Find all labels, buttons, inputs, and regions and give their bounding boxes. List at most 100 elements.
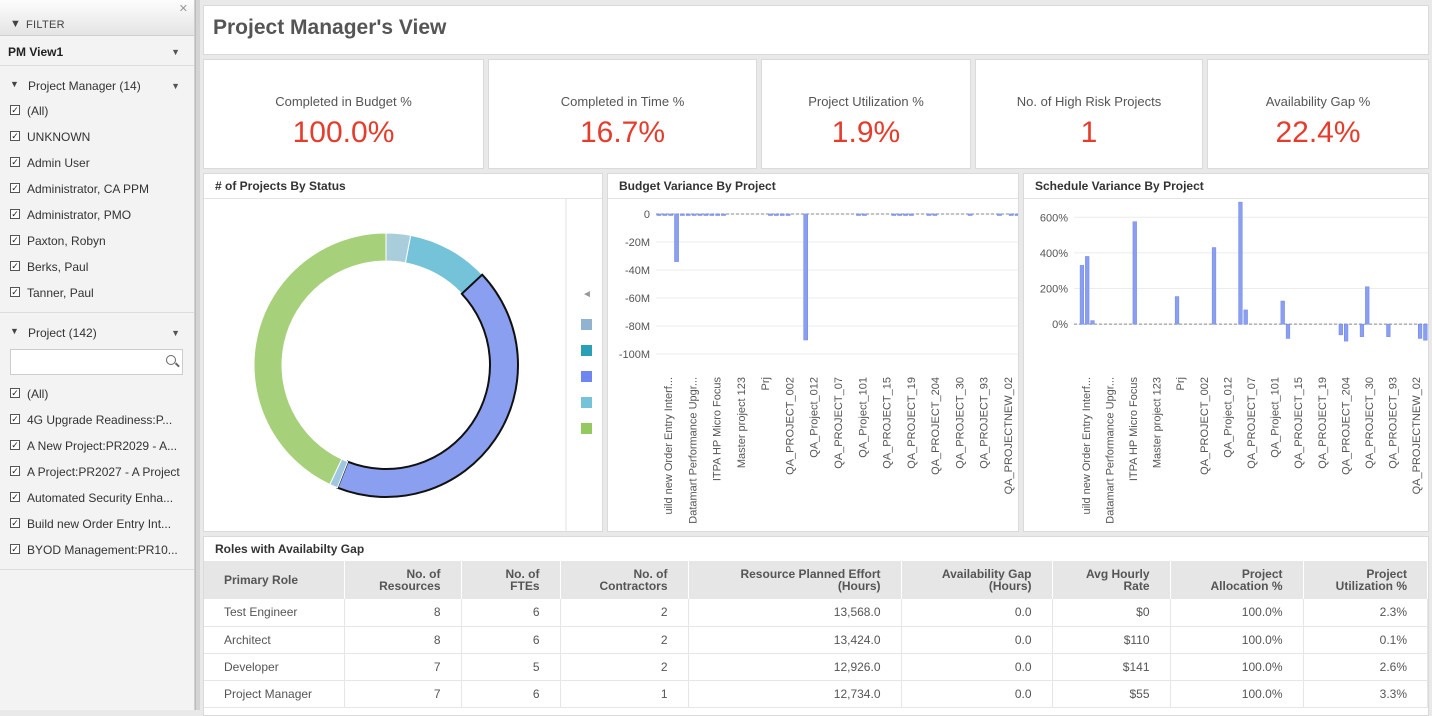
bar[interactable] xyxy=(691,213,697,216)
filter-option[interactable]: ✓ UNKNOWN xyxy=(0,124,194,150)
chevron-down-icon[interactable]: ▼ xyxy=(171,81,180,91)
checkbox-checked-icon[interactable]: ✓ xyxy=(10,157,20,167)
bar[interactable] xyxy=(903,213,908,216)
donut-slice[interactable] xyxy=(253,232,387,486)
filter-option[interactable]: ✓ Administrator, PMO xyxy=(0,202,194,228)
bar[interactable] xyxy=(1079,265,1085,325)
checkbox-checked-icon[interactable]: ✓ xyxy=(10,492,20,502)
filter-option[interactable]: ✓ Tanner, Paul xyxy=(0,280,194,306)
legend-swatch[interactable] xyxy=(581,319,592,330)
legend-swatch[interactable] xyxy=(581,371,592,382)
bar[interactable] xyxy=(926,213,932,216)
filter-option[interactable]: ✓ (All) xyxy=(0,98,194,124)
bar[interactable] xyxy=(1359,323,1365,337)
chevron-down-icon[interactable]: ▼ xyxy=(171,328,180,338)
bar[interactable] xyxy=(715,213,720,216)
filter-group-project[interactable]: ▼ Project (142) ▼ xyxy=(0,321,194,345)
filter-option[interactable]: ✓ Admin User xyxy=(0,150,194,176)
sidebar-resize-handle[interactable] xyxy=(195,0,200,710)
checkbox-checked-icon[interactable]: ✓ xyxy=(10,388,20,398)
filter-option[interactable]: ✓ 4G Upgrade Readiness:P... xyxy=(0,407,194,433)
bar[interactable] xyxy=(997,213,1002,216)
checkbox-checked-icon[interactable]: ✓ xyxy=(10,287,20,297)
column-header[interactable]: No. of Contractors xyxy=(560,561,689,599)
filter-option[interactable]: ✓ (All) xyxy=(0,381,194,407)
bar[interactable] xyxy=(1211,247,1217,325)
checkbox-checked-icon[interactable]: ✓ xyxy=(10,440,20,450)
kpi-card[interactable]: Project Utilization % 1.9% xyxy=(761,59,971,169)
donut-slice[interactable] xyxy=(336,273,519,498)
bar[interactable] xyxy=(1365,286,1370,325)
bar[interactable] xyxy=(685,213,691,216)
legend-swatch[interactable] xyxy=(581,345,592,356)
collapse-icon[interactable]: ▼ xyxy=(10,326,19,336)
bar[interactable] xyxy=(1423,323,1428,341)
filter-option[interactable]: ✓ BYOD Management:PR10... xyxy=(0,537,194,563)
table-row[interactable]: Developer 7 5 2 12,926.0 0.0 $141 100.0% 2.6% xyxy=(204,653,1428,681)
bar[interactable] xyxy=(1174,296,1180,325)
bar[interactable] xyxy=(721,213,726,216)
table-row[interactable]: Project Manager 7 6 1 12,734.0 0.0 $55 100.0% 3.… xyxy=(204,680,1428,708)
filter-option[interactable]: ✓ Automated Security Enha... xyxy=(0,485,194,511)
column-header[interactable]: Availability Gap (Hours) xyxy=(901,561,1053,599)
filter-option[interactable]: ✓ Administrator, CA PPM xyxy=(0,176,194,202)
kpi-card[interactable]: Availability Gap % 22.4% xyxy=(1207,59,1429,169)
bar[interactable] xyxy=(909,213,914,216)
checkbox-checked-icon[interactable]: ✓ xyxy=(10,105,20,115)
column-header[interactable]: Avg Hourly Rate xyxy=(1052,561,1171,599)
bar[interactable] xyxy=(856,213,861,216)
bar[interactable] xyxy=(932,213,938,216)
checkbox-checked-icon[interactable]: ✓ xyxy=(10,235,20,245)
kpi-card[interactable]: Completed in Budget % 100.0% xyxy=(203,59,484,169)
checkbox-checked-icon[interactable]: ✓ xyxy=(10,518,20,528)
checkbox-checked-icon[interactable]: ✓ xyxy=(10,414,20,424)
filter-group-project-manager[interactable]: ▼ Project Manager (14) ▼ xyxy=(0,74,194,98)
bar[interactable] xyxy=(803,213,809,341)
bar[interactable] xyxy=(680,213,685,216)
schedule-bar-chart[interactable]: 600% 400% 200% 0% uild new Order Entry Inter… xyxy=(1024,199,1428,532)
bar[interactable] xyxy=(768,213,773,216)
filter-option[interactable]: ✓ A New Project:PR2029 - A... xyxy=(0,433,194,459)
view-selector[interactable]: PM View1 ▼ xyxy=(0,36,194,66)
bar[interactable] xyxy=(1285,323,1291,339)
bar[interactable] xyxy=(1417,323,1423,339)
bar[interactable] xyxy=(674,213,679,262)
bar[interactable] xyxy=(1238,201,1243,325)
column-header[interactable]: No. of Resources xyxy=(344,561,462,599)
filter-option[interactable]: ✓ Paxton, Robyn xyxy=(0,228,194,254)
legend-swatch[interactable] xyxy=(581,423,592,434)
bar[interactable] xyxy=(1085,256,1090,325)
bar[interactable] xyxy=(697,213,703,216)
project-search-input[interactable] xyxy=(10,349,183,375)
bar[interactable] xyxy=(1090,320,1095,325)
bar[interactable] xyxy=(1008,213,1014,216)
bar[interactable] xyxy=(779,213,785,216)
bar[interactable] xyxy=(785,213,791,216)
table-row[interactable]: Test Engineer 8 6 2 13,568.0 0.0 $0 100.0% 2.3% xyxy=(204,599,1428,627)
donut-chart[interactable]: ◄ xyxy=(204,199,602,532)
search-icon[interactable] xyxy=(166,355,176,365)
column-header[interactable]: No. of FTEs xyxy=(461,561,561,599)
bar[interactable] xyxy=(662,213,668,216)
bar[interactable] xyxy=(897,213,902,216)
bar[interactable] xyxy=(1338,323,1343,336)
bar[interactable] xyxy=(1386,323,1391,337)
bar[interactable] xyxy=(1243,309,1248,325)
column-header[interactable]: Project Allocation % xyxy=(1170,561,1304,599)
bar[interactable] xyxy=(656,213,662,216)
close-icon[interactable]: ✕ xyxy=(178,3,188,15)
checkbox-checked-icon[interactable]: ✓ xyxy=(10,209,20,219)
bar[interactable] xyxy=(703,213,709,216)
bar[interactable] xyxy=(1132,221,1137,325)
checkbox-checked-icon[interactable]: ✓ xyxy=(10,183,20,193)
budget-bar-chart[interactable]: 0 -20M -40M -60M -80M -100M uild new Order Ent… xyxy=(608,199,1018,532)
bar[interactable] xyxy=(774,213,779,216)
bar[interactable] xyxy=(1344,323,1349,342)
checkbox-checked-icon[interactable]: ✓ xyxy=(10,544,20,554)
legend-swatch[interactable] xyxy=(581,397,592,408)
collapse-icon[interactable]: ▼ xyxy=(10,79,19,89)
checkbox-checked-icon[interactable]: ✓ xyxy=(10,131,20,141)
kpi-card[interactable]: No. of High Risk Projects 1 xyxy=(975,59,1203,169)
column-header[interactable]: Project Utilization % xyxy=(1303,561,1428,599)
chevron-down-icon[interactable]: ▼ xyxy=(171,47,180,57)
